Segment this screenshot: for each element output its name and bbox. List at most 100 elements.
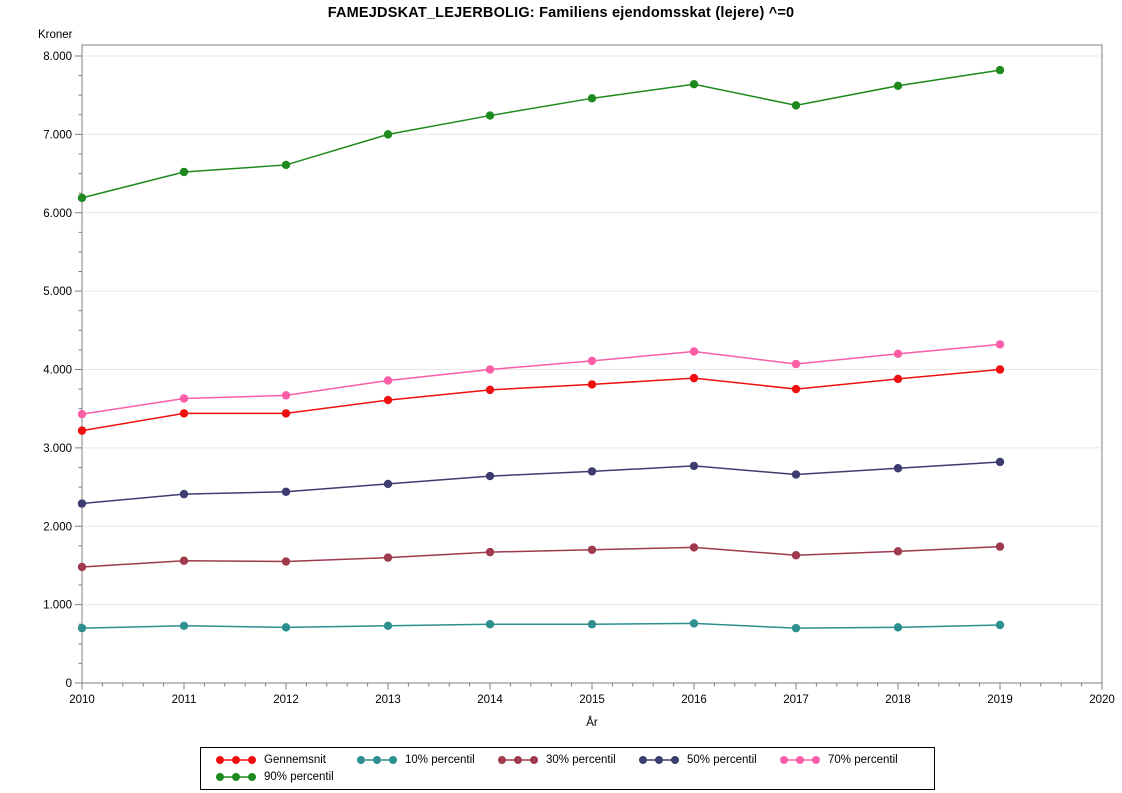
y-tick-label: 1.000 <box>43 600 72 612</box>
data-point <box>791 470 801 479</box>
data-point <box>893 464 903 473</box>
data-point <box>179 394 189 403</box>
y-tick-label: 2.000 <box>43 521 72 533</box>
data-point <box>893 349 903 359</box>
series-line-10-percentil <box>81 622 1001 629</box>
x-tick-label: 2018 <box>885 694 911 706</box>
data-point <box>893 374 903 384</box>
data-point <box>77 426 87 435</box>
data-point <box>689 543 699 552</box>
series-line-90-percentil <box>81 69 1001 199</box>
data-point <box>281 623 291 632</box>
data-point <box>485 111 495 120</box>
data-point <box>995 542 1005 551</box>
x-tick-label: 2015 <box>579 694 605 706</box>
series-line-70-percentil <box>81 343 1001 415</box>
data-point <box>179 409 189 418</box>
data-point <box>281 409 291 418</box>
data-point <box>893 547 903 556</box>
y-tick-label: 0 <box>66 678 72 690</box>
data-point <box>995 65 1005 75</box>
data-point <box>179 556 189 565</box>
y-axis-title: Kroner <box>38 29 73 41</box>
legend-item-70-percentil: 70% percentil <box>779 752 920 768</box>
data-point <box>179 167 189 177</box>
data-point <box>77 193 87 203</box>
data-point <box>587 545 597 554</box>
x-tick-label: 2013 <box>375 694 401 706</box>
x-axis-title: År <box>586 717 598 729</box>
plot-area: 0 1.000 2.000 3.000 4.000 5.000 6.000 7.000 8.00… <box>43 44 1115 706</box>
legend-marker-icon <box>216 756 256 764</box>
data-point <box>587 380 597 389</box>
data-point <box>587 620 597 629</box>
data-point <box>485 365 495 374</box>
data-point <box>281 557 291 566</box>
legend-label: 90% percentil <box>264 771 334 783</box>
legend-label: 50% percentil <box>687 754 757 766</box>
x-tick-label: 2019 <box>987 694 1013 706</box>
data-point <box>281 160 291 170</box>
series-line-gennemsnit <box>81 368 1001 432</box>
data-point <box>791 551 801 560</box>
data-point <box>689 80 699 89</box>
legend-marker-icon <box>780 756 820 764</box>
y-tick-label: 5.000 <box>43 286 72 298</box>
data-point <box>383 621 393 630</box>
data-point <box>485 620 495 629</box>
data-point <box>485 471 495 481</box>
legend-item-10-percentil: 10% percentil <box>356 752 497 768</box>
legend-label: 30% percentil <box>546 754 616 766</box>
legend: Gennemsnit 10% percentil 30% percentil 50% … <box>200 747 935 790</box>
legend-label: Gennemsnit <box>264 754 327 766</box>
y-tick-label: 8.000 <box>43 51 72 63</box>
data-point <box>77 623 87 633</box>
data-point <box>77 499 87 508</box>
legend-marker-icon <box>216 773 256 781</box>
data-point <box>383 553 393 562</box>
data-point <box>281 487 291 496</box>
data-point <box>383 395 393 405</box>
data-point <box>587 356 597 366</box>
data-point <box>383 130 393 139</box>
data-point <box>689 461 699 471</box>
data-point <box>179 489 189 499</box>
series-line-50-percentil <box>81 461 1001 505</box>
legend-item-30-percentil: 30% percentil <box>497 752 638 768</box>
data-point <box>587 467 597 476</box>
legend-label: 70% percentil <box>828 754 898 766</box>
legend-item-gennemsnit: Gennemsnit <box>215 752 356 768</box>
x-tick-label: 2020 <box>1089 694 1115 706</box>
data-point <box>893 623 903 632</box>
data-point <box>995 340 1005 349</box>
data-point <box>791 101 801 110</box>
data-point <box>485 385 495 395</box>
data-point <box>893 81 903 90</box>
series-line-30-percentil <box>81 545 1001 568</box>
x-tick-label: 2017 <box>783 694 809 706</box>
x-tick-label: 2011 <box>172 694 197 706</box>
legend-marker-icon <box>639 756 679 764</box>
data-point <box>791 384 801 394</box>
y-tick-label: 4.000 <box>43 365 72 377</box>
y-tick-label: 7.000 <box>43 129 72 141</box>
data-point <box>383 479 393 489</box>
data-point <box>383 376 393 385</box>
y-tick-label: 6.000 <box>43 208 72 220</box>
x-tick-label: 2012 <box>273 694 299 706</box>
data-point <box>689 619 699 628</box>
data-point <box>689 347 699 356</box>
data-point <box>485 547 495 557</box>
x-tick-label: 2016 <box>681 694 707 706</box>
data-point <box>791 623 801 633</box>
legend-marker-icon <box>498 756 538 764</box>
data-point <box>281 391 291 400</box>
data-point <box>587 94 597 103</box>
legend-marker-icon <box>357 756 397 764</box>
x-tick-label: 2010 <box>69 694 95 706</box>
data-point <box>179 621 189 630</box>
legend-item-90-percentil: 90% percentil <box>215 769 356 785</box>
y-tick-label: 3.000 <box>43 443 72 455</box>
data-point <box>77 409 87 419</box>
